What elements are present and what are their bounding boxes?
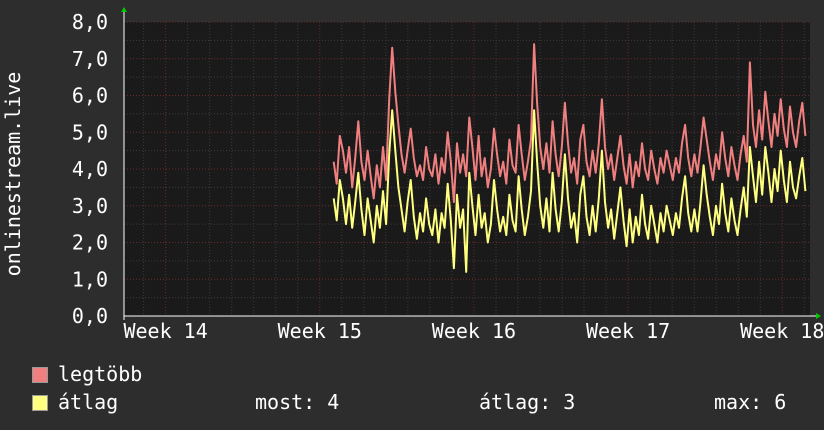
series-line-max [332, 43, 807, 204]
stat-maximum: max: 6 [714, 390, 787, 414]
x-tick-label: Week 18 [740, 319, 824, 343]
y-tick-label: 5,0 [72, 120, 108, 144]
series-line-avg [332, 109, 807, 273]
x-axis-arrow-icon [816, 313, 821, 319]
x-tick-label: Week 14 [123, 319, 207, 343]
y-tick-label: 8,0 [72, 10, 108, 34]
x-tick-label: Week 17 [586, 319, 670, 343]
y-tick-label: 6,0 [72, 84, 108, 108]
stat-current: most: 4 [255, 390, 340, 414]
y-tick-label: 4,0 [72, 157, 108, 181]
y-tick-label: 3,0 [72, 194, 108, 218]
y-tick-label: 2,0 [72, 231, 108, 255]
y-tick-label: 7,0 [72, 47, 108, 71]
legend-label-avg: átlag [58, 390, 119, 414]
y-axis-title: onlinestream.live [1, 72, 25, 277]
x-tick-label: Week 16 [432, 319, 516, 343]
y-axis-arrow-icon [121, 7, 127, 12]
stat-average: átlag: 3 [479, 390, 576, 414]
legend-label-max: legtöbb [58, 362, 143, 386]
legend-swatch-max [32, 367, 48, 383]
y-tick-label: 1,0 [72, 267, 108, 291]
x-tick-label: Week 15 [278, 319, 362, 343]
legend-swatch-avg [32, 395, 48, 411]
y-tick-label: 0,0 [72, 304, 108, 328]
